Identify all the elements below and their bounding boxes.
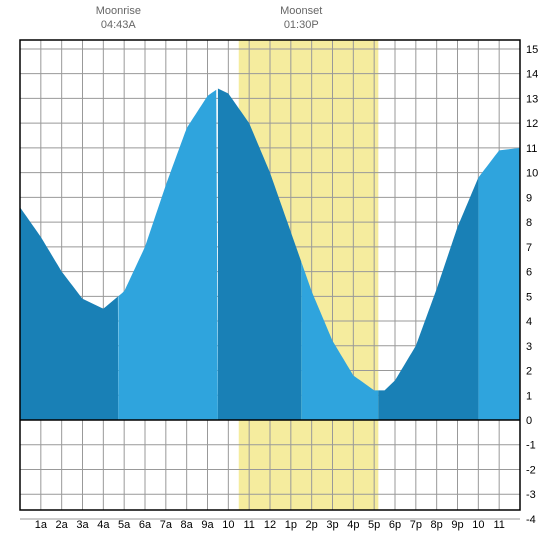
y-axis: -4-3-2-10123456789101112131415 [526, 44, 538, 526]
x-tick-label: 11 [243, 519, 254, 531]
x-tick-label: 3a [76, 519, 89, 531]
x-tick-label: 2a [56, 519, 69, 531]
x-tick-label: 10 [222, 519, 234, 531]
x-tick-label: 2p [306, 519, 318, 531]
y-tick-label: 11 [526, 143, 537, 155]
y-tick-label: 5 [526, 291, 532, 303]
y-tick-label: 12 [526, 118, 538, 130]
y-tick-label: 7 [526, 242, 532, 254]
y-tick-label: -4 [526, 514, 536, 526]
y-tick-label: -3 [526, 489, 536, 501]
tide-chart: 1a2a3a4a5a6a7a8a9a1011121p2p3p4p5p6p7p8p… [0, 0, 550, 550]
y-tick-label: -2 [526, 464, 536, 476]
y-tick-label: 14 [526, 69, 538, 81]
x-tick-label: 7p [410, 519, 422, 531]
x-tick-label: 5p [368, 519, 380, 531]
x-tick-label: 12 [264, 519, 276, 531]
y-tick-label: 1 [526, 390, 532, 402]
x-tick-label: 4a [97, 519, 110, 531]
y-tick-label: 10 [526, 168, 538, 180]
x-tick-label: 8p [431, 519, 443, 531]
y-tick-label: -1 [526, 440, 536, 452]
y-tick-label: 0 [526, 415, 532, 427]
y-tick-label: 9 [526, 192, 532, 204]
x-tick-label: 4p [347, 519, 359, 531]
x-tick-label: 9p [451, 519, 463, 531]
x-tick-label: 11 [493, 519, 504, 531]
x-tick-label: 8a [181, 519, 194, 531]
x-axis: 1a 2a 3a 4a 5a 6a 7a 8a 9a 10 11 12 1p 2p 3p 4p 5p 6p 7p 8p… [35, 519, 505, 531]
x-tick-label: 7a [160, 519, 173, 531]
y-tick-label: 4 [526, 316, 532, 328]
x-tick-label: 1p [285, 519, 297, 531]
y-tick-label: 8 [526, 217, 532, 229]
moonset-time: 01:30P [284, 19, 319, 31]
y-tick-label: 13 [526, 93, 538, 105]
x-tick-label: 5a [118, 519, 131, 531]
moonset-label: Moonset [280, 5, 322, 17]
y-tick-label: 2 [526, 366, 532, 378]
x-tick-label: 10 [472, 519, 484, 531]
x-tick-label: 6a [139, 519, 152, 531]
x-tick-label: 3p [326, 519, 338, 531]
x-tick-label: 6p [389, 519, 401, 531]
moonrise-time: 04:43A [101, 19, 137, 31]
y-tick-label: 6 [526, 267, 532, 279]
x-tick-label: 9a [201, 519, 214, 531]
x-tick-label: 1a [35, 519, 48, 531]
moonrise-label: Moonrise [96, 5, 141, 17]
y-tick-label: 3 [526, 341, 532, 353]
y-tick-label: 15 [526, 44, 538, 56]
chart-svg: 1a2a3a4a5a6a7a8a9a1011121p2p3p4p5p6p7p8p… [0, 0, 550, 550]
